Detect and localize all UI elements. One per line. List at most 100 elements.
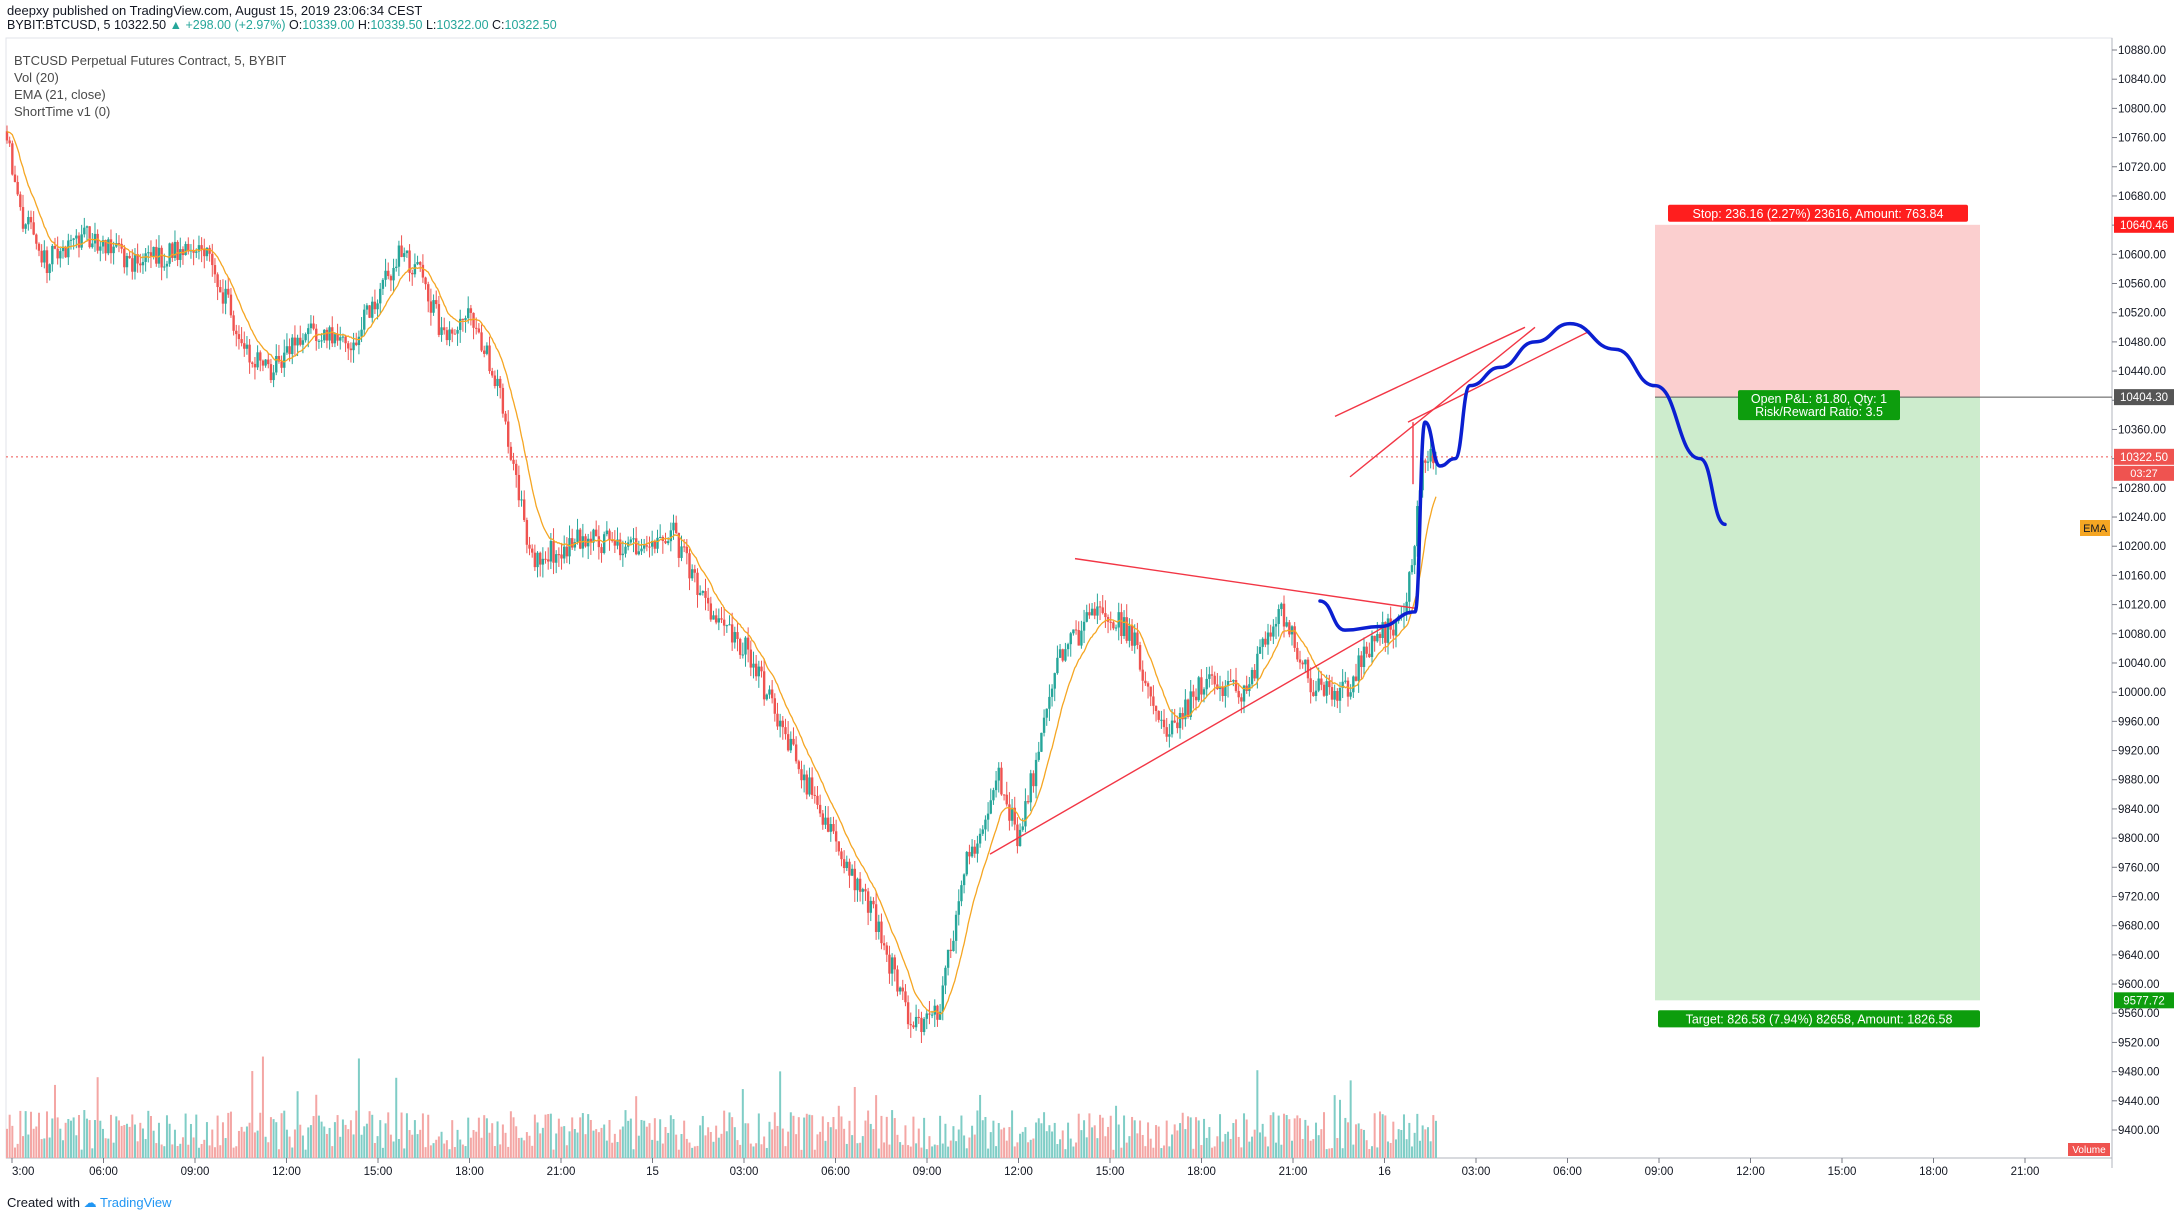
legend-volume[interactable]: Vol (20) xyxy=(14,70,59,85)
volume-bar xyxy=(48,1137,51,1158)
candle-body xyxy=(920,1017,923,1032)
y-tick-label: 10680.00 xyxy=(2118,191,2166,203)
volume-bar xyxy=(373,1142,376,1158)
volume-bar xyxy=(1147,1122,1150,1158)
candle-body xyxy=(650,540,654,547)
volume-bar xyxy=(443,1143,446,1158)
candle-body xyxy=(272,372,275,381)
volume-bar xyxy=(1370,1146,1373,1158)
volume-bar xyxy=(448,1149,451,1158)
candle-body xyxy=(1016,824,1019,847)
y-tick-label: 9400.00 xyxy=(2118,1125,2160,1137)
candle-body xyxy=(387,270,390,277)
candle-body xyxy=(568,538,571,557)
candle-body xyxy=(528,544,531,549)
candle-body xyxy=(1306,659,1310,679)
candle-body xyxy=(523,499,526,520)
volume-bar xyxy=(917,1128,920,1158)
volume-bar xyxy=(1027,1142,1030,1158)
candle-body xyxy=(560,554,563,559)
volume-bar xyxy=(1040,1123,1043,1158)
candle-body xyxy=(413,264,417,275)
y-tick-label: 10720.00 xyxy=(2118,162,2166,174)
legend-ema[interactable]: EMA (21, close) xyxy=(14,87,106,102)
candle-body xyxy=(227,288,230,295)
volume-bar xyxy=(931,1146,934,1158)
candle-body xyxy=(517,474,521,501)
volume-bar xyxy=(1283,1113,1286,1158)
volume-bar xyxy=(800,1149,803,1158)
entry-price-label: 10404.30 xyxy=(2120,392,2168,404)
y-tick-label: 9720.00 xyxy=(2118,891,2160,903)
candle-body xyxy=(970,846,974,857)
candle-body xyxy=(160,247,163,268)
legend-shorttime[interactable]: ShortTime v1 (0) xyxy=(14,104,111,119)
volume-bar xyxy=(776,1125,779,1158)
candle-body xyxy=(810,777,814,795)
candle-body xyxy=(992,790,995,801)
x-tick-label: 06:00 xyxy=(821,1166,850,1178)
candle-body xyxy=(653,540,657,549)
candle-body xyxy=(1040,732,1043,752)
volume-bar xyxy=(547,1113,550,1158)
volume-bar xyxy=(704,1135,707,1158)
x-tick-label: 18:00 xyxy=(1919,1166,1948,1178)
volume-bar xyxy=(813,1149,816,1158)
candle-body xyxy=(552,540,555,563)
volume-bar xyxy=(1312,1139,1315,1158)
candle-body xyxy=(331,327,334,344)
tradingview-brand[interactable]: TradingView xyxy=(100,1195,172,1210)
candle-body xyxy=(1381,622,1384,639)
volume-bar xyxy=(648,1123,651,1158)
y-tick-label: 9800.00 xyxy=(2118,833,2160,845)
volume-bar xyxy=(16,1143,19,1158)
volume-bar xyxy=(1402,1114,1405,1158)
candle-body xyxy=(674,522,678,534)
candle-body xyxy=(309,323,313,329)
candle-body xyxy=(770,689,774,699)
volume-bar xyxy=(592,1130,595,1158)
volume-bar xyxy=(883,1142,886,1158)
volume-bar xyxy=(557,1118,560,1158)
candle-body xyxy=(1384,622,1387,643)
candle-body xyxy=(898,987,902,992)
candle-body xyxy=(1218,686,1222,690)
candle-body xyxy=(1186,699,1190,717)
volume-bar xyxy=(581,1113,584,1158)
volume-bar xyxy=(120,1125,123,1158)
volume-bar xyxy=(8,1114,11,1158)
candle-body xyxy=(1200,677,1203,695)
candle-body xyxy=(608,530,611,541)
candle-body xyxy=(11,143,14,175)
candle-body xyxy=(395,266,398,268)
candle-body xyxy=(1154,705,1158,711)
volume-bar xyxy=(1144,1146,1147,1158)
candle-body xyxy=(1370,635,1374,658)
volume-bar xyxy=(131,1114,134,1158)
volume-bar xyxy=(285,1129,288,1158)
volume-bar xyxy=(525,1132,528,1158)
legend-title[interactable]: BTCUSD Perpetual Futures Contract, 5, BY… xyxy=(14,53,287,68)
volume-bar xyxy=(1410,1146,1413,1158)
volume-bar xyxy=(613,1133,616,1158)
candle-body xyxy=(546,559,550,562)
candle-body xyxy=(717,618,721,623)
candle-body xyxy=(173,241,177,258)
candle-body xyxy=(397,245,401,267)
candle-body xyxy=(1093,608,1096,616)
high-value: 10339.50 xyxy=(370,18,423,32)
volume-bar xyxy=(896,1134,899,1158)
volume-bar xyxy=(347,1129,350,1158)
author-name[interactable]: deepxy xyxy=(7,3,49,18)
candle-body xyxy=(698,592,702,595)
candle-body xyxy=(467,308,470,319)
volume-bar xyxy=(709,1131,712,1158)
volume-bar xyxy=(456,1129,459,1158)
volume-bar xyxy=(952,1126,955,1158)
volume-bar xyxy=(995,1146,998,1158)
volume-bar xyxy=(1096,1138,1099,1158)
volume-bar xyxy=(349,1120,352,1158)
stop-price-label: 10640.46 xyxy=(2120,220,2168,232)
candle-body xyxy=(347,343,350,349)
